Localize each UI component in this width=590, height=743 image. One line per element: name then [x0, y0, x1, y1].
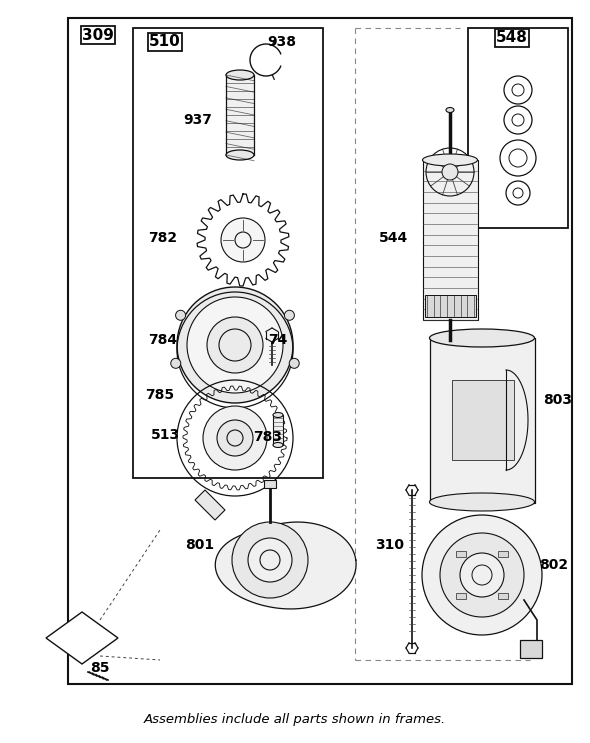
- Bar: [226, 75, 254, 155]
- Bar: [452, 380, 514, 460]
- Bar: [520, 640, 542, 658]
- Circle shape: [171, 358, 181, 369]
- Text: 513: 513: [150, 428, 179, 442]
- Text: 784: 784: [149, 333, 178, 347]
- Text: 85: 85: [90, 661, 110, 675]
- Bar: [133, 28, 323, 478]
- Circle shape: [232, 522, 308, 598]
- Circle shape: [177, 287, 293, 403]
- FancyBboxPatch shape: [148, 33, 182, 51]
- Text: 510: 510: [149, 34, 181, 50]
- FancyBboxPatch shape: [81, 26, 115, 44]
- Bar: [273, 415, 283, 445]
- Bar: [456, 593, 466, 599]
- Bar: [423, 160, 478, 320]
- Polygon shape: [46, 612, 118, 664]
- Circle shape: [221, 218, 265, 262]
- Text: 74: 74: [268, 333, 288, 347]
- Ellipse shape: [273, 443, 283, 447]
- Bar: [498, 551, 508, 557]
- Circle shape: [422, 515, 542, 635]
- FancyBboxPatch shape: [495, 29, 529, 47]
- Text: 938: 938: [267, 35, 297, 49]
- Text: 782: 782: [149, 231, 178, 245]
- Circle shape: [203, 406, 267, 470]
- Bar: [498, 593, 508, 599]
- Text: 803: 803: [543, 393, 572, 407]
- Text: Assemblies include all parts shown in frames.: Assemblies include all parts shown in fr…: [144, 713, 446, 727]
- Ellipse shape: [422, 154, 477, 166]
- Text: 937: 937: [183, 113, 212, 127]
- Ellipse shape: [430, 493, 535, 511]
- Bar: [456, 551, 466, 557]
- Ellipse shape: [226, 70, 254, 80]
- Ellipse shape: [430, 329, 535, 347]
- Circle shape: [284, 311, 294, 320]
- Ellipse shape: [273, 412, 283, 418]
- Bar: [468, 28, 568, 228]
- Text: 801: 801: [185, 538, 215, 552]
- Text: 783: 783: [254, 430, 283, 444]
- Circle shape: [207, 317, 263, 373]
- Circle shape: [440, 533, 524, 617]
- Text: 785: 785: [146, 388, 175, 402]
- Circle shape: [217, 420, 253, 456]
- Bar: [430, 338, 535, 503]
- Text: 544: 544: [379, 231, 409, 245]
- Circle shape: [289, 358, 299, 369]
- Bar: [68, 18, 572, 684]
- Text: 548: 548: [496, 30, 528, 45]
- Ellipse shape: [446, 108, 454, 112]
- Circle shape: [187, 297, 283, 393]
- Ellipse shape: [226, 150, 254, 160]
- Circle shape: [442, 164, 458, 180]
- Bar: [425, 295, 476, 317]
- Circle shape: [460, 553, 504, 597]
- Polygon shape: [195, 490, 225, 520]
- Polygon shape: [215, 522, 356, 609]
- Text: 309: 309: [82, 27, 114, 42]
- Text: 310: 310: [375, 538, 405, 552]
- Circle shape: [248, 538, 292, 582]
- Bar: [264, 480, 276, 488]
- Text: 802: 802: [539, 558, 569, 572]
- Circle shape: [176, 311, 186, 320]
